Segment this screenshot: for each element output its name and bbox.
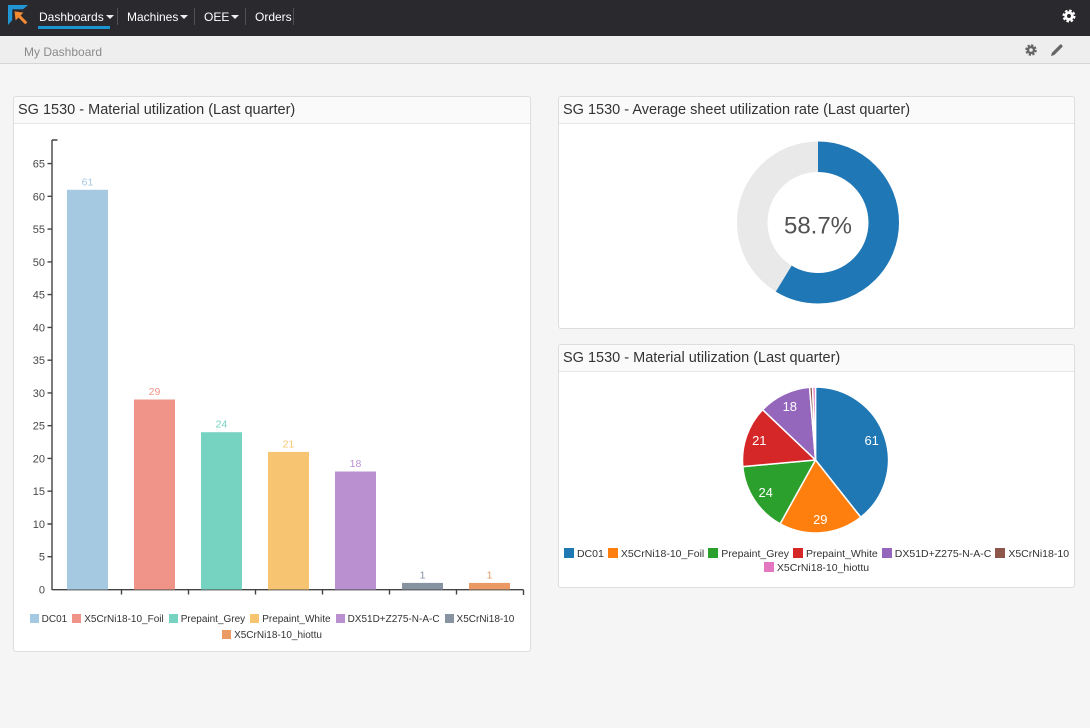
svg-text:21: 21 bbox=[752, 433, 766, 448]
svg-text:0: 0 bbox=[39, 585, 45, 597]
svg-text:1: 1 bbox=[487, 569, 493, 581]
svg-text:10: 10 bbox=[33, 519, 45, 531]
svg-text:18: 18 bbox=[350, 458, 362, 470]
svg-text:25: 25 bbox=[33, 421, 45, 433]
svg-text:58.7%: 58.7% bbox=[784, 213, 852, 240]
svg-text:65: 65 bbox=[33, 159, 45, 171]
svg-text:29: 29 bbox=[149, 386, 161, 398]
svg-text:15: 15 bbox=[33, 486, 45, 498]
svg-text:61: 61 bbox=[864, 433, 878, 448]
svg-text:50: 50 bbox=[33, 257, 45, 269]
svg-text:55: 55 bbox=[33, 224, 45, 236]
svg-text:60: 60 bbox=[33, 191, 45, 203]
svg-text:35: 35 bbox=[33, 355, 45, 367]
svg-text:24: 24 bbox=[758, 485, 772, 500]
svg-text:18: 18 bbox=[783, 399, 797, 414]
svg-text:5: 5 bbox=[39, 552, 45, 564]
svg-text:1: 1 bbox=[420, 569, 426, 581]
svg-text:45: 45 bbox=[33, 290, 45, 302]
svg-text:30: 30 bbox=[33, 388, 45, 400]
svg-text:61: 61 bbox=[82, 176, 94, 188]
svg-text:29: 29 bbox=[813, 512, 827, 527]
svg-text:24: 24 bbox=[216, 419, 228, 431]
svg-text:40: 40 bbox=[33, 322, 45, 334]
svg-text:20: 20 bbox=[33, 453, 45, 465]
svg-text:21: 21 bbox=[283, 438, 295, 450]
